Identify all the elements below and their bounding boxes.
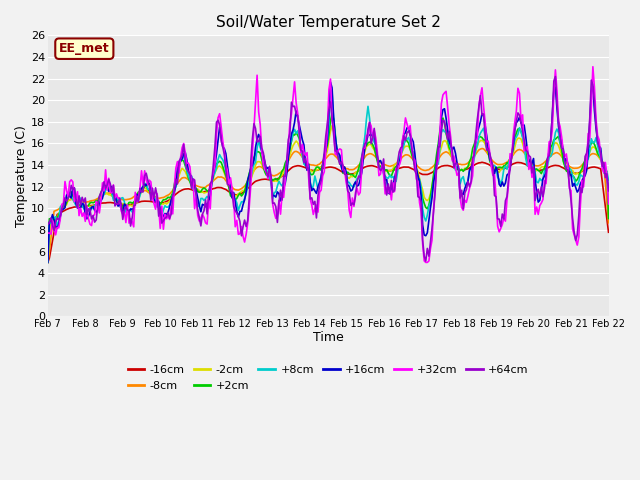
- Y-axis label: Temperature (C): Temperature (C): [15, 125, 28, 227]
- X-axis label: Time: Time: [313, 331, 344, 344]
- Text: EE_met: EE_met: [59, 42, 109, 55]
- Title: Soil/Water Temperature Set 2: Soil/Water Temperature Set 2: [216, 15, 440, 30]
- Legend: -16cm, -8cm, -2cm, +2cm, +8cm, +16cm, +32cm, +64cm: -16cm, -8cm, -2cm, +2cm, +8cm, +16cm, +3…: [123, 361, 533, 395]
